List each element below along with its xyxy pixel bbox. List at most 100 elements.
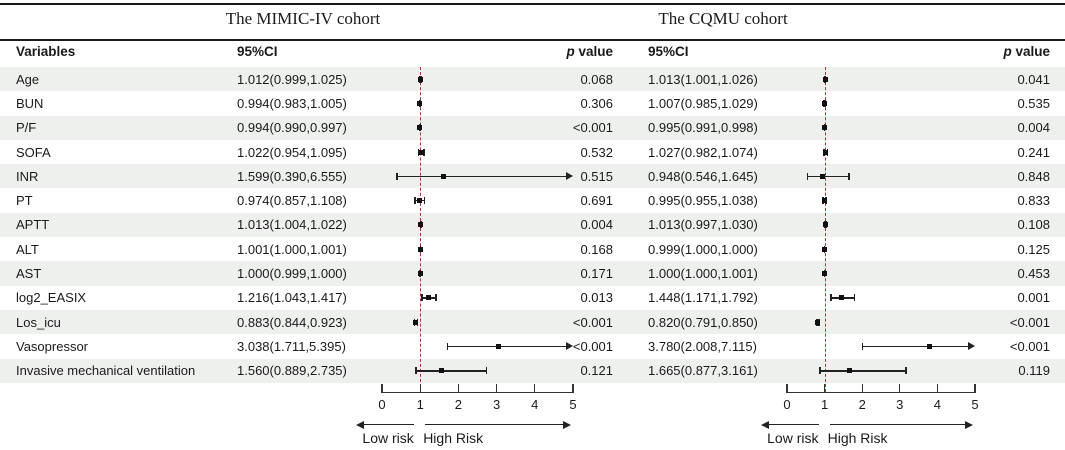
variable-label: ALT [16, 241, 39, 257]
top-rule [0, 3, 1065, 5]
p-value-cqmu: 0.004 [1017, 120, 1050, 136]
p-italic: p [1003, 44, 1012, 59]
ci-value-mimic: 0.994(0.990,0.997) [237, 120, 347, 136]
axis-tick-cqmu [861, 384, 863, 392]
estimate-marker-cqmu [926, 343, 932, 349]
table-row [0, 212, 1065, 238]
cohort-title-cqmu: The CQMU cohort [658, 9, 788, 28]
ci-value-cqmu: 3.780(2.008,7.115) [648, 338, 757, 354]
p-value-mimic: <0.001 [572, 338, 613, 354]
variable-label: Age [16, 71, 40, 87]
ci-cap-low-mimic [414, 197, 416, 205]
p-value-mimic: 0.013 [580, 290, 613, 306]
ci-cap-high-cqmu [905, 367, 907, 375]
column-header-p-mimic: p value [540, 44, 613, 59]
estimate-marker-cqmu [822, 271, 828, 277]
estimate-marker-mimic [439, 368, 445, 374]
axis-tick-cqmu [936, 384, 939, 392]
estimate-marker-mimic [418, 222, 424, 228]
low-risk-arrowhead-cqmu [761, 420, 769, 429]
ci-cap-high-cqmu [848, 172, 850, 180]
estimate-marker-cqmu [822, 222, 828, 228]
high-risk-arrowhead-mimic [563, 420, 571, 429]
ci-bar-cqmu [807, 175, 849, 178]
axis-tick-label-cqmu: 1 [820, 397, 829, 412]
estimate-marker-cqmu [821, 198, 827, 204]
estimate-marker-cqmu [821, 125, 827, 131]
ci-value-cqmu: 1.027(0.982,1.074) [648, 144, 758, 160]
ci-cap-low-cqmu [819, 367, 821, 375]
p-value-mimic: 0.515 [580, 168, 613, 184]
table-row [0, 189, 1065, 213]
ci-value-mimic: 1.560(0.889,2.735) [237, 363, 347, 379]
p-value-cqmu: 0.453 [1017, 266, 1050, 282]
ci-value-cqmu: 1.665(0.877,3.161) [648, 363, 758, 379]
axis-tick-label-cqmu: 3 [896, 397, 904, 412]
estimate-marker-cqmu [838, 295, 844, 301]
p-value-cqmu: 0.125 [1017, 241, 1050, 257]
estimate-marker-cqmu [823, 149, 829, 155]
ci-value-mimic: 1.012(0.999,1.025) [237, 71, 347, 87]
estimate-marker-cqmu [820, 173, 826, 179]
variable-label: P/F [16, 120, 37, 136]
ci-bar-cqmu [862, 345, 969, 348]
p-value-mimic: 0.004 [580, 217, 613, 233]
ci-bar-mimic [447, 345, 567, 348]
low-risk-label-mimic: Low risk [362, 430, 414, 446]
ci-value-cqmu: 0.820(0.791,0.850) [648, 314, 758, 330]
ci-value-cqmu: 1.000(1.000,1.001) [648, 266, 758, 282]
axis-tick-label-cqmu: 2 [858, 397, 866, 412]
ci-value-mimic: 1.599(0.390,6.555) [237, 168, 347, 184]
estimate-marker-cqmu [847, 368, 853, 374]
ci-cap-low-mimic [421, 294, 423, 302]
p-value-cqmu: 0.001 [1017, 290, 1050, 306]
axis-tick-label-cqmu: 5 [971, 397, 979, 412]
ci-cap-low-mimic [396, 172, 398, 180]
estimate-marker-cqmu [815, 319, 821, 325]
p-value-cqmu: 0.833 [1017, 193, 1050, 209]
axis-tick-mimic [419, 384, 421, 392]
table-row [0, 91, 1065, 115]
ci-value-cqmu: 1.007(0.985,1.029) [648, 95, 758, 111]
ci-cap-high-mimic [435, 294, 437, 302]
estimate-marker-cqmu [822, 100, 828, 106]
high-risk-arrowhead-cqmu [965, 420, 973, 429]
ci-cap-low-cqmu [861, 342, 864, 350]
ci-cap-low-cqmu [806, 172, 809, 180]
reference-line-cqmu [824, 67, 826, 392]
ci-value-cqmu: 1.013(1.001,1.026) [648, 71, 758, 87]
axis-tick-mimic [572, 384, 574, 392]
estimate-marker-mimic [413, 319, 419, 325]
table-row [0, 261, 1065, 286]
estimate-marker-mimic [418, 149, 424, 155]
p-value-mimic: 0.171 [580, 266, 613, 282]
ci-value-cqmu: 0.995(0.991,0.998) [648, 120, 758, 136]
p-value-mimic: 0.068 [580, 71, 613, 87]
p-value-mimic: <0.001 [572, 120, 613, 136]
variable-label: Los_icu [16, 314, 61, 330]
ci-value-mimic: 1.013(1.004,1.022) [237, 217, 347, 233]
variable-label: BUN [16, 95, 44, 111]
estimate-marker-cqmu [822, 246, 828, 252]
ci-value-mimic: 1.001(1.000,1.001) [237, 241, 347, 257]
axis-tick-cqmu [899, 384, 901, 392]
estimate-marker-mimic [417, 246, 423, 252]
estimate-marker-mimic [418, 76, 424, 82]
p-rest: value [574, 44, 613, 59]
axis-tick-cqmu [823, 384, 826, 392]
ci-cap-low-mimic [417, 148, 420, 156]
table-row [0, 140, 1065, 164]
variable-label: APTT [16, 217, 50, 233]
axis-tick-label-mimic: 4 [531, 397, 539, 412]
ci-cap-high-mimic [423, 148, 425, 156]
high-risk-arrow-line-mimic [425, 424, 564, 426]
estimate-marker-mimic [495, 343, 501, 349]
variable-label: INR [16, 168, 39, 184]
high-risk-label-mimic: High Risk [423, 430, 484, 446]
axis-tick-mimic [495, 384, 498, 392]
p-value-mimic: 0.306 [580, 95, 613, 111]
column-header-p-cqmu: p value [960, 44, 1050, 59]
estimate-marker-mimic [416, 198, 422, 204]
variable-label: SOFA [16, 144, 51, 160]
estimate-marker-cqmu [822, 76, 828, 82]
